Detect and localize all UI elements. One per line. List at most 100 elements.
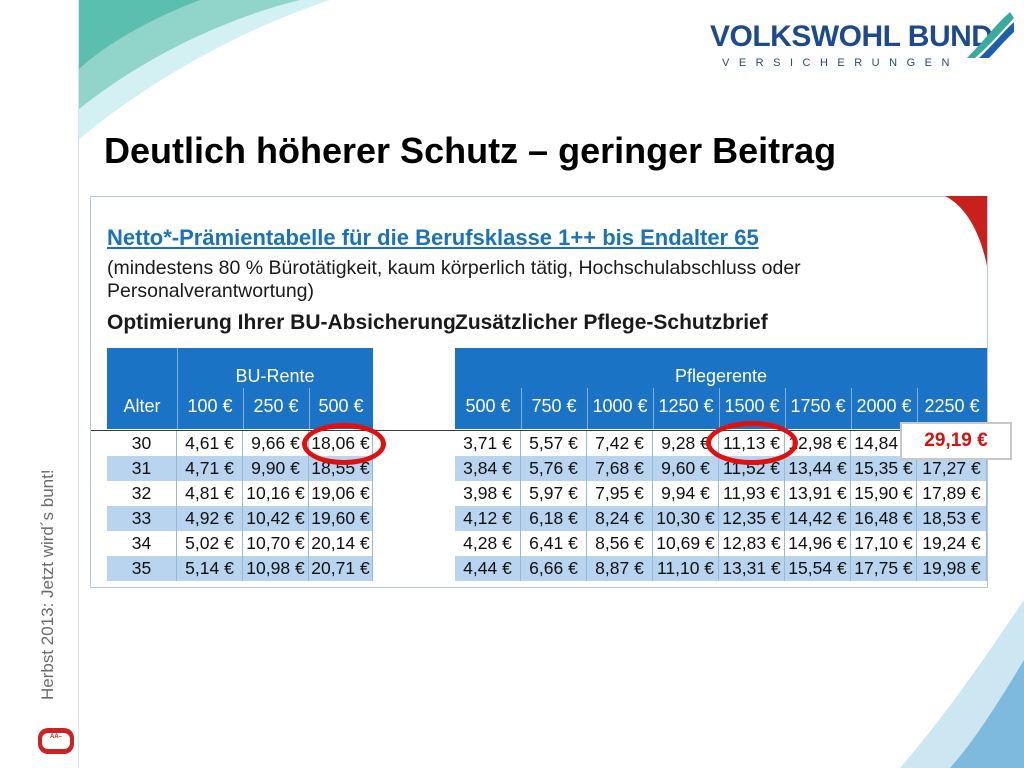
cell-pflege-value: 8,24 € [587,506,653,531]
cell-pflege-value: 8,87 € [587,556,653,581]
cell-bu-value: 5,02 € [177,531,243,556]
sidebar-vertical-text: Herbst 2013: Jetzt wird´s bunt! [38,469,58,700]
bu-table-header: Alter BU-Rente 100 € 250 € 500 € [107,348,373,429]
highlight-ellipse-bu [302,423,386,465]
umbrella-decoration [935,196,987,266]
slide-title: Deutlich höherer Schutz – geringer Beitr… [104,130,836,172]
header-bu-rente: BU-Rente [177,366,373,387]
cell-pflege-value: 19,24 € [917,531,987,556]
cell-pflege-value: 16,48 € [851,506,917,531]
cell-bu-value: 10,16 € [243,481,309,506]
table-row: 3,98 €5,97 €7,95 €9,94 €11,93 €13,91 €15… [455,481,987,506]
cell-bu-value: 20,71 € [309,556,373,581]
table-row: 4,12 €6,18 €8,24 €10,30 €12,35 €14,42 €1… [455,506,987,531]
cell-pflege-value: 17,10 € [851,531,917,556]
header-alter: Alter [107,396,177,417]
cell-pflege-value: 17,89 € [917,481,987,506]
cell-pflege-value: 13,31 € [719,556,785,581]
cell-pflege-value: 18,53 € [917,506,987,531]
table-row: 4,44 €6,66 €8,87 €11,10 €13,31 €15,54 €1… [455,556,987,581]
logo-subtitle: VERSICHERUNGEN [722,57,959,69]
cell-bu-value: 19,60 € [309,506,373,531]
cell-bu-value: 10,98 € [243,556,309,581]
cell-pflege-value: 7,95 € [587,481,653,506]
cell-bu-value: 4,92 € [177,506,243,531]
cell-alter: 33 [107,506,177,531]
cell-alter: 35 [107,556,177,581]
cell-pflege-value: 3,71 € [455,431,521,456]
highlight-ellipse-pflege [706,421,798,465]
header-pflege-col: 1500 € [719,396,785,417]
cell-bu-value: 10,42 € [243,506,309,531]
logo-wordmark: VOLKSWOHL BUND [710,20,992,54]
header-pflege-col: 2000 € [851,396,917,417]
cell-pflege-value: 5,57 € [521,431,587,456]
cell-alter: 31 [107,456,177,481]
header-pflege-col: 2250 € [917,396,987,417]
cell-pflege-value: 19,98 € [917,556,987,581]
cell-pflege-value: 11,10 € [653,556,719,581]
header-pflege-col: 750 € [521,396,587,417]
cell-pflege-value: 3,98 € [455,481,521,506]
cell-bu-value: 4,71 € [177,456,243,481]
cell-pflege-value: 12,35 € [719,506,785,531]
panel-heading: Netto*-Prämientabelle für die Berufsklas… [107,225,759,251]
cell-pflege-value: 4,12 € [455,506,521,531]
cell-pflege-value: 14,42 € [785,506,851,531]
table-row: 4,28 €6,41 €8,56 €10,69 €12,83 €14,96 €1… [455,531,987,556]
cell-pflege-value: 15,54 € [785,556,851,581]
cell-bu-value: 9,90 € [243,456,309,481]
cell-pflege-value: 6,18 € [521,506,587,531]
panel-subheading: (mindestens 80 % Bürotätigkeit, kaum kör… [107,257,987,303]
pflege-table-header: Pflegerente 500 € 750 € 1000 € 1250 € 15… [455,348,987,429]
cell-pflege-value: 4,44 € [455,556,521,581]
cell-alter: 34 [107,531,177,556]
header-pflege-col: 1750 € [785,396,851,417]
cell-alter: 32 [107,481,177,506]
cell-pflege-value: 12,83 € [719,531,785,556]
badge-text: AA– [42,733,70,749]
cell-pflege-value: 6,66 € [521,556,587,581]
cell-pflege-value: 17,75 € [851,556,917,581]
logo-swoosh-icon [965,10,1015,60]
cell-bu-value: 5,14 € [177,556,243,581]
header-pflege-col: 1250 € [653,396,719,417]
cell-bu-value: 19,06 € [309,481,373,506]
total-callout: 29,19 € [900,422,1012,460]
table-row: 34 5,02 €10,70 €20,14 € [107,531,373,556]
cell-bu-value: 9,66 € [243,431,309,456]
cell-bu-value: 10,70 € [243,531,309,556]
cell-bu-value: 20,14 € [309,531,373,556]
cell-pflege-value: 14,96 € [785,531,851,556]
cell-bu-value: 4,81 € [177,481,243,506]
header-bu-col: 250 € [243,396,309,417]
cell-pflege-value: 10,30 € [653,506,719,531]
cell-pflege-value: 9,94 € [653,481,719,506]
premium-table-panel: Netto*-Prämientabelle für die Berufsklas… [90,196,988,588]
section-pflege-label: Zusätzlicher Pflege-Schutzbrief [455,311,768,335]
cell-pflege-value: 7,68 € [587,456,653,481]
cell-pflege-value: 15,90 € [851,481,917,506]
header-bu-col: 100 € [177,396,243,417]
table-row: 33 4,92 €10,42 €19,60 € [107,506,373,531]
header-pflege-col: 1000 € [587,396,653,417]
cell-pflege-value: 13,44 € [785,456,851,481]
cell-pflege-value: 10,69 € [653,531,719,556]
cell-pflege-value: 6,41 € [521,531,587,556]
header-pflegerente: Pflegerente [455,366,987,387]
cell-pflege-value: 3,84 € [455,456,521,481]
cell-pflege-value: 4,28 € [455,531,521,556]
cell-alter: 30 [107,431,177,456]
cell-pflege-value: 9,60 € [653,456,719,481]
table-row: 35 5,14 €10,98 €20,71 € [107,556,373,581]
cell-pflege-value: 7,42 € [587,431,653,456]
header-pflege-col: 500 € [455,396,521,417]
cell-pflege-value: 13,91 € [785,481,851,506]
header-bu-col: 500 € [309,396,373,417]
cell-pflege-value: 5,76 € [521,456,587,481]
aa-badge-logo: AA– [38,728,74,754]
table-row: 32 4,81 €10,16 €19,06 € [107,481,373,506]
section-bu-label: Optimierung Ihrer BU-Absicherung [107,311,456,335]
cell-pflege-value: 8,56 € [587,531,653,556]
cell-bu-value: 4,61 € [177,431,243,456]
